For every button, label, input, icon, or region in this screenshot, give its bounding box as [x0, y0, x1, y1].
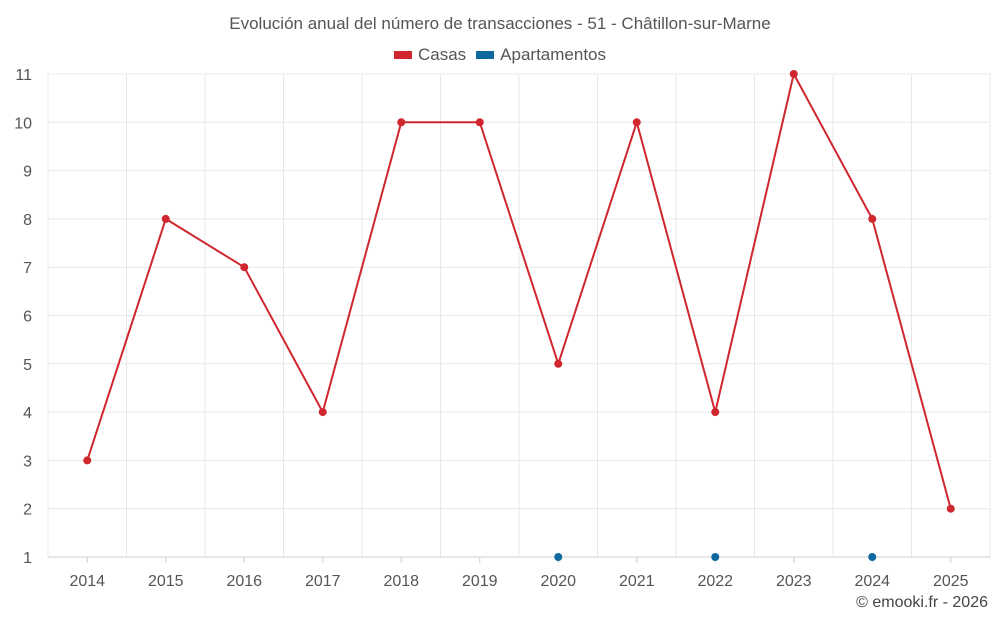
y-tick-label: 6: [23, 309, 32, 326]
data-point-casas: [554, 359, 563, 368]
footer-credit: © emooki.fr - 2026: [856, 594, 988, 611]
data-point-apartamentos: [868, 553, 877, 561]
x-tick-label: 2017: [305, 573, 341, 590]
y-tick-label: 4: [23, 405, 32, 422]
data-point-casas: [475, 118, 484, 127]
x-tick-label: 2022: [697, 573, 733, 590]
data-point-casas: [711, 408, 720, 417]
data-point-casas: [161, 214, 170, 223]
data-point-apartamentos: [554, 553, 563, 561]
legend: Casas Apartamentos: [0, 45, 1000, 65]
legend-item-apartamentos[interactable]: Apartamentos: [476, 45, 606, 65]
data-point-casas: [397, 118, 406, 127]
y-tick-label: 8: [23, 212, 32, 229]
legend-swatch-apartamentos: [476, 51, 495, 59]
x-tick-label: 2015: [148, 573, 184, 590]
x-tick-label: 2025: [933, 573, 969, 590]
data-point-casas: [318, 408, 327, 417]
x-tick-label: 2021: [619, 573, 655, 590]
series-line-casas: [86, 73, 952, 509]
data-point-casas: [632, 118, 641, 127]
y-tick-label: 11: [15, 67, 32, 84]
data-point-casas: [946, 504, 955, 513]
data-point-casas: [868, 214, 877, 223]
data-point-casas: [789, 70, 798, 78]
x-tick-label: 2019: [462, 573, 498, 590]
x-tick-label: 2018: [383, 573, 419, 590]
chart-title: Evolución anual del número de transaccio…: [229, 14, 771, 33]
y-tick-label: 5: [23, 357, 32, 374]
data-point-casas: [240, 263, 249, 272]
legend-item-casas[interactable]: Casas: [393, 45, 467, 65]
x-tick-label: 2020: [540, 573, 576, 590]
x-tick-label: 2016: [226, 573, 262, 590]
y-tick-label: 3: [23, 453, 32, 470]
y-tick-label: 7: [23, 260, 32, 277]
data-point-apartamentos: [711, 553, 720, 561]
y-tick-label: 2: [23, 502, 32, 519]
x-tick-label: 2014: [69, 573, 105, 590]
x-tick-label: 2024: [854, 573, 890, 590]
legend-label-casas: Casas: [417, 45, 467, 64]
y-tick-label: 10: [14, 115, 32, 132]
x-tick-label: 2023: [776, 573, 812, 590]
y-tick-label: 9: [23, 164, 32, 181]
y-tick-label: 1: [23, 550, 32, 567]
legend-swatch-casas: [393, 51, 412, 59]
legend-label-apartamentos: Apartamentos: [500, 45, 607, 64]
data-point-casas: [83, 456, 92, 465]
